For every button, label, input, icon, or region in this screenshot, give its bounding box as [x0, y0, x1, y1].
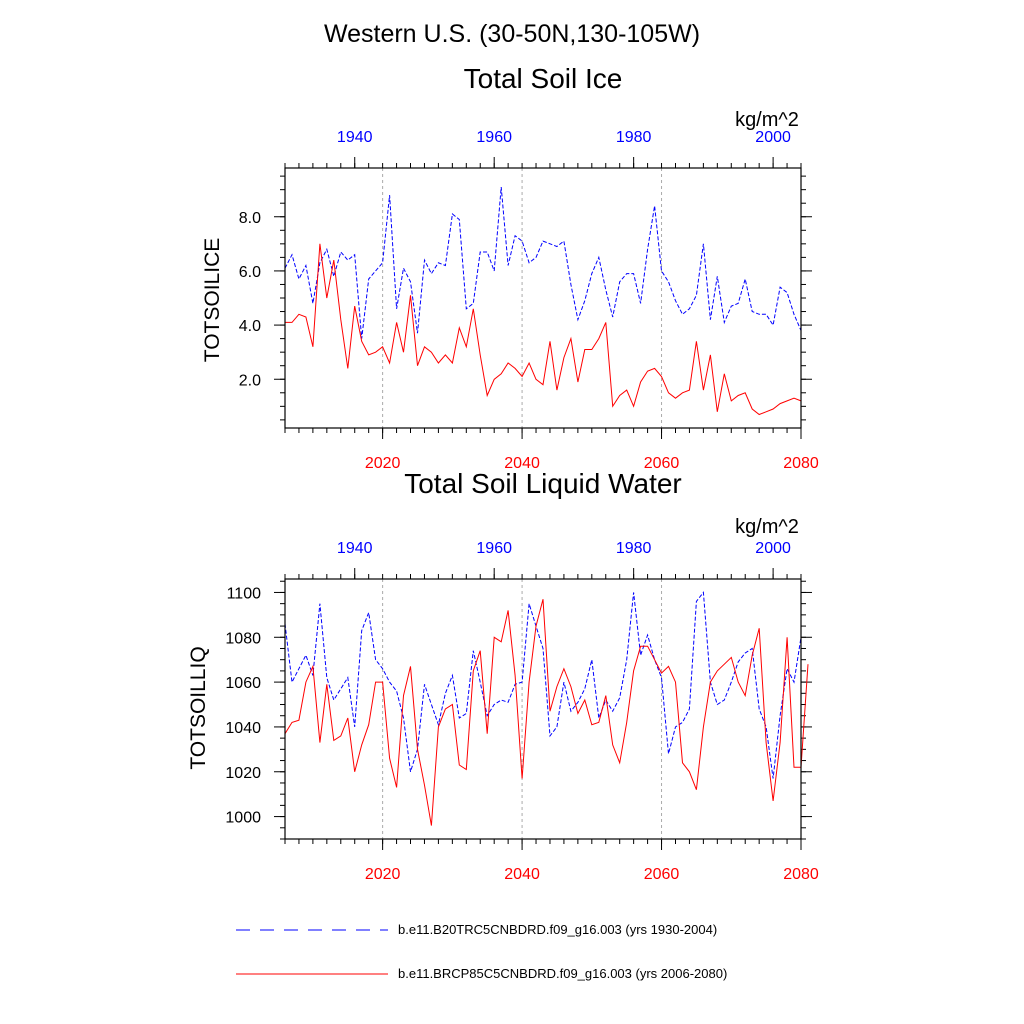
y-tick-label: 1020: [225, 765, 261, 782]
top-tick-label: 2000: [755, 540, 791, 557]
x-tick-label: 2060: [644, 455, 680, 472]
y-axis-label: TOTSOILICE: [201, 238, 224, 362]
plot-frame: [284, 578, 802, 840]
legend-label-future: b.e11.BRCP85C5CNBDRD.f09_g16.003 (yrs 20…: [398, 966, 727, 981]
legend: b.e11.B20TRC5CNBDRD.f09_g16.003 (yrs 193…: [236, 922, 727, 981]
top-tick-label: 1960: [476, 540, 512, 557]
top-tick-label: 1940: [337, 540, 373, 557]
y-tick-label: 1080: [225, 630, 261, 647]
panel-title: Total Soil Ice: [464, 63, 623, 94]
top-tick-label: 2000: [755, 129, 791, 146]
series-line-future: [285, 243, 802, 416]
x-tick-label: 2020: [365, 455, 401, 472]
y-tick-label: 6.0: [239, 264, 261, 281]
y-tick-label: 1060: [225, 675, 261, 692]
x-tick-label: 2080: [783, 866, 819, 883]
units-label: kg/m^2: [735, 516, 799, 538]
legend-label-historical: b.e11.B20TRC5CNBDRD.f09_g16.003 (yrs 193…: [398, 922, 717, 937]
top-tick-label: 1960: [476, 129, 512, 146]
x-tick-label: 2020: [365, 866, 401, 883]
panel-title: Total Soil Liquid Water: [404, 468, 682, 499]
series-line-historical: [284, 591, 802, 779]
plot-frame: [284, 167, 802, 429]
y-tick-label: 1040: [225, 720, 261, 737]
x-tick-label: 2080: [783, 455, 819, 472]
y-tick-label: 1100: [227, 585, 262, 602]
y-axis-label: TOTSOILLIQ: [187, 646, 210, 769]
y-tick-label: 4.0: [239, 318, 261, 335]
series-line-future: [284, 599, 809, 826]
page-title: Western U.S. (30-50N,130-105W): [324, 20, 700, 48]
x-tick-label: 2060: [644, 866, 680, 883]
y-tick-label: 1000: [225, 810, 261, 827]
plot-area: 2020 2040 2060 2080 1940 1960 1980 2000 2.0 4.0 6.…: [239, 129, 819, 472]
top-tick-label: 1980: [616, 540, 652, 557]
panel-total-soil-ice: Total Soil Ice kg/m^2 TOTSOILICE 2020 204…: [201, 63, 819, 472]
top-tick-label: 1980: [616, 129, 652, 146]
units-label: kg/m^2: [735, 109, 799, 131]
x-tick-label: 2040: [504, 866, 540, 883]
y-tick-label: 8.0: [239, 210, 261, 227]
y-tick-label: 2.0: [239, 372, 261, 389]
top-tick-label: 1940: [337, 129, 373, 146]
series-line-historical: [284, 186, 802, 339]
x-tick-label: 2040: [504, 455, 540, 472]
plot-area: 2020 2040 2060 2080 1940 1960 1980 2000 1000 1020…: [225, 540, 818, 883]
panel-total-soil-liquid-water: Total Soil Liquid Water kg/m^2 TOTSOILLI…: [187, 468, 819, 883]
